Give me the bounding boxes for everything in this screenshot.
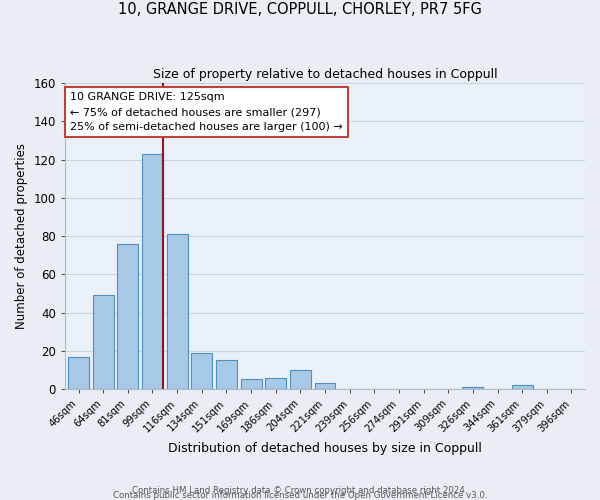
X-axis label: Distribution of detached houses by size in Coppull: Distribution of detached houses by size … xyxy=(168,442,482,455)
Text: 10 GRANGE DRIVE: 125sqm
← 75% of detached houses are smaller (297)
25% of semi-d: 10 GRANGE DRIVE: 125sqm ← 75% of detache… xyxy=(70,92,343,132)
Text: Contains HM Land Registry data © Crown copyright and database right 2024.: Contains HM Land Registry data © Crown c… xyxy=(132,486,468,495)
Bar xyxy=(265,378,286,389)
Bar xyxy=(68,356,89,389)
Bar xyxy=(314,384,335,389)
Bar xyxy=(118,244,138,389)
Bar xyxy=(512,385,533,389)
Bar xyxy=(241,380,262,389)
Bar xyxy=(216,360,237,389)
Bar xyxy=(191,352,212,389)
Text: 10, GRANGE DRIVE, COPPULL, CHORLEY, PR7 5FG: 10, GRANGE DRIVE, COPPULL, CHORLEY, PR7 … xyxy=(118,2,482,18)
Text: Contains public sector information licensed under the Open Government Licence v3: Contains public sector information licen… xyxy=(113,490,487,500)
Title: Size of property relative to detached houses in Coppull: Size of property relative to detached ho… xyxy=(152,68,497,80)
Bar xyxy=(167,234,188,389)
Bar xyxy=(290,370,311,389)
Y-axis label: Number of detached properties: Number of detached properties xyxy=(15,143,28,329)
Bar xyxy=(92,296,113,389)
Bar xyxy=(463,387,484,389)
Bar xyxy=(142,154,163,389)
